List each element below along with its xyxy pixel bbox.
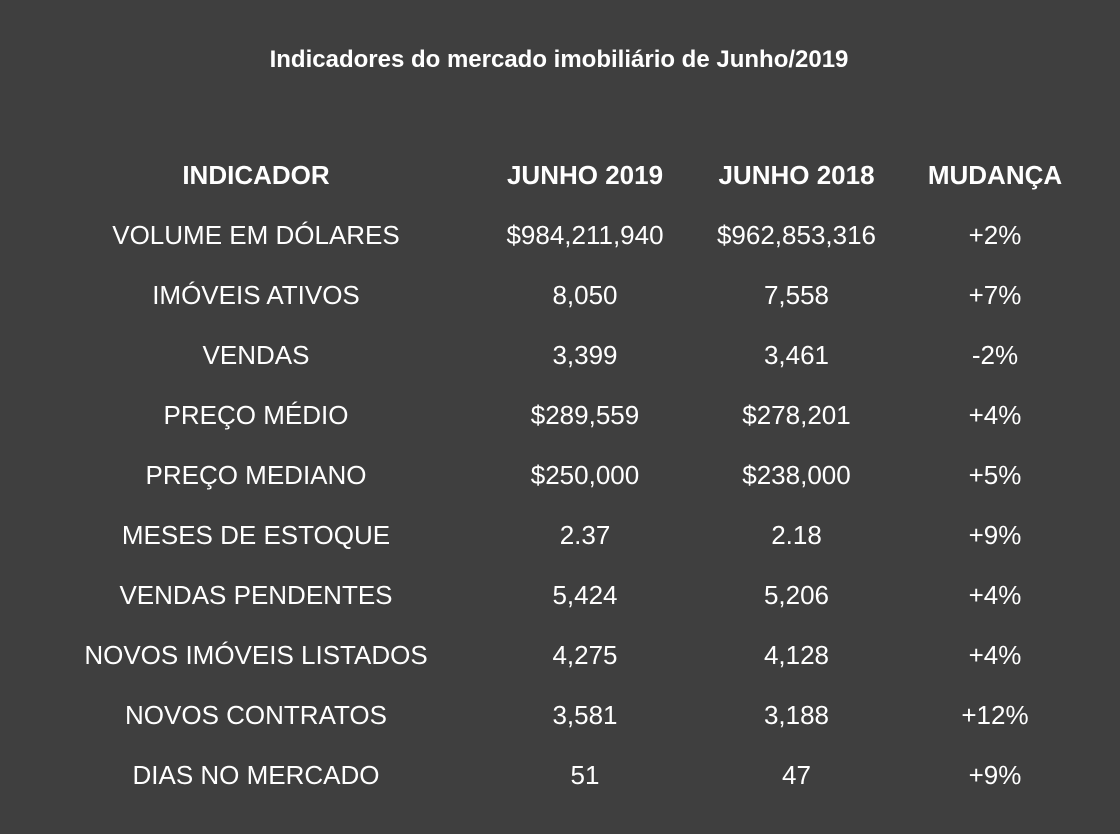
change-cell: -2% xyxy=(971,339,1019,370)
indicator-cell: NOVOS IMÓVEIS LISTADOS xyxy=(84,639,428,670)
june-2019-cell: 3,581 xyxy=(552,699,618,730)
june-2018-cell: 3,188 xyxy=(763,699,830,730)
page-title: Indicadores do mercado imobiliário de Ju… xyxy=(269,46,849,73)
table-row: VENDAS 3,399 3,461 -2% xyxy=(56,325,1111,385)
indicator-cell: PREÇO MÉDIO xyxy=(163,399,349,430)
change-cell: +5% xyxy=(968,459,1022,490)
change-cell: +9% xyxy=(968,759,1022,790)
june-2019-cell: 3,399 xyxy=(552,339,618,370)
june-2019-cell: 4,275 xyxy=(552,639,618,670)
june-2019-cell: $250,000 xyxy=(530,459,640,490)
june-2019-cell: 51 xyxy=(570,759,600,790)
column-header-indicator: INDICADOR xyxy=(182,159,330,190)
change-cell: +4% xyxy=(968,639,1022,670)
june-2018-cell: 2.18 xyxy=(771,519,822,550)
change-cell: +12% xyxy=(961,699,1029,730)
indicator-cell: DIAS NO MERCADO xyxy=(132,759,380,790)
june-2018-cell: 4,128 xyxy=(763,639,830,670)
change-cell: +9% xyxy=(968,519,1022,550)
indicator-cell: NOVOS CONTRATOS xyxy=(125,699,387,730)
june-2018-cell: $238,000 xyxy=(742,459,851,490)
indicator-cell: VENDAS xyxy=(202,339,310,370)
change-cell: +7% xyxy=(968,279,1022,310)
june-2018-cell: 5,206 xyxy=(763,579,830,610)
indicator-cell: PREÇO MEDIANO xyxy=(145,459,367,490)
indicator-cell: VOLUME EM DÓLARES xyxy=(112,219,400,250)
table-row: DIAS NO MERCADO 51 47 +9% xyxy=(56,745,1111,805)
june-2019-cell: 8,050 xyxy=(552,279,618,310)
june-2018-cell: 7,558 xyxy=(763,279,830,310)
june-2019-cell: 2.37 xyxy=(559,519,611,550)
table-row: NOVOS CONTRATOS 3,581 3,188 +12% xyxy=(56,685,1111,745)
table-row: PREÇO MÉDIO $289,559 $278,201 +4% xyxy=(56,385,1111,445)
change-cell: +4% xyxy=(968,399,1022,430)
table-row: MESES DE ESTOQUE 2.37 2.18 +9% xyxy=(56,505,1111,565)
table-row: IMÓVEIS ATIVOS 8,050 7,558 +7% xyxy=(56,265,1111,325)
table-row: NOVOS IMÓVEIS LISTADOS 4,275 4,128 +4% xyxy=(56,625,1111,685)
june-2018-cell: $278,201 xyxy=(742,399,851,430)
june-2019-cell: 5,424 xyxy=(552,579,618,610)
indicator-cell: IMÓVEIS ATIVOS xyxy=(152,279,360,310)
indicators-table: INDICADOR JUNHO 2019 JUNHO 2018 MUDANÇA … xyxy=(56,145,1111,805)
table-row: VENDAS PENDENTES 5,424 5,206 +4% xyxy=(56,565,1111,625)
table-header-row: INDICADOR JUNHO 2019 JUNHO 2018 MUDANÇA xyxy=(56,145,1111,205)
change-cell: +4% xyxy=(968,579,1022,610)
table-row: VOLUME EM DÓLARES $984,211,940 $962,853,… xyxy=(56,205,1111,265)
column-header-june-2018: JUNHO 2018 xyxy=(718,159,875,190)
column-header-june-2019: JUNHO 2019 xyxy=(506,159,664,190)
june-2019-cell: $984,211,940 xyxy=(506,219,664,250)
june-2019-cell: $289,559 xyxy=(530,399,640,430)
june-2018-cell: 3,461 xyxy=(763,339,830,370)
table-row: PREÇO MEDIANO $250,000 $238,000 +5% xyxy=(56,445,1111,505)
indicator-cell: VENDAS PENDENTES xyxy=(119,579,393,610)
column-header-change: MUDANÇA xyxy=(927,159,1063,190)
indicator-cell: MESES DE ESTOQUE xyxy=(121,519,391,550)
june-2018-cell: $962,853,316 xyxy=(716,219,877,250)
change-cell: +2% xyxy=(968,219,1022,250)
june-2018-cell: 47 xyxy=(782,759,811,790)
